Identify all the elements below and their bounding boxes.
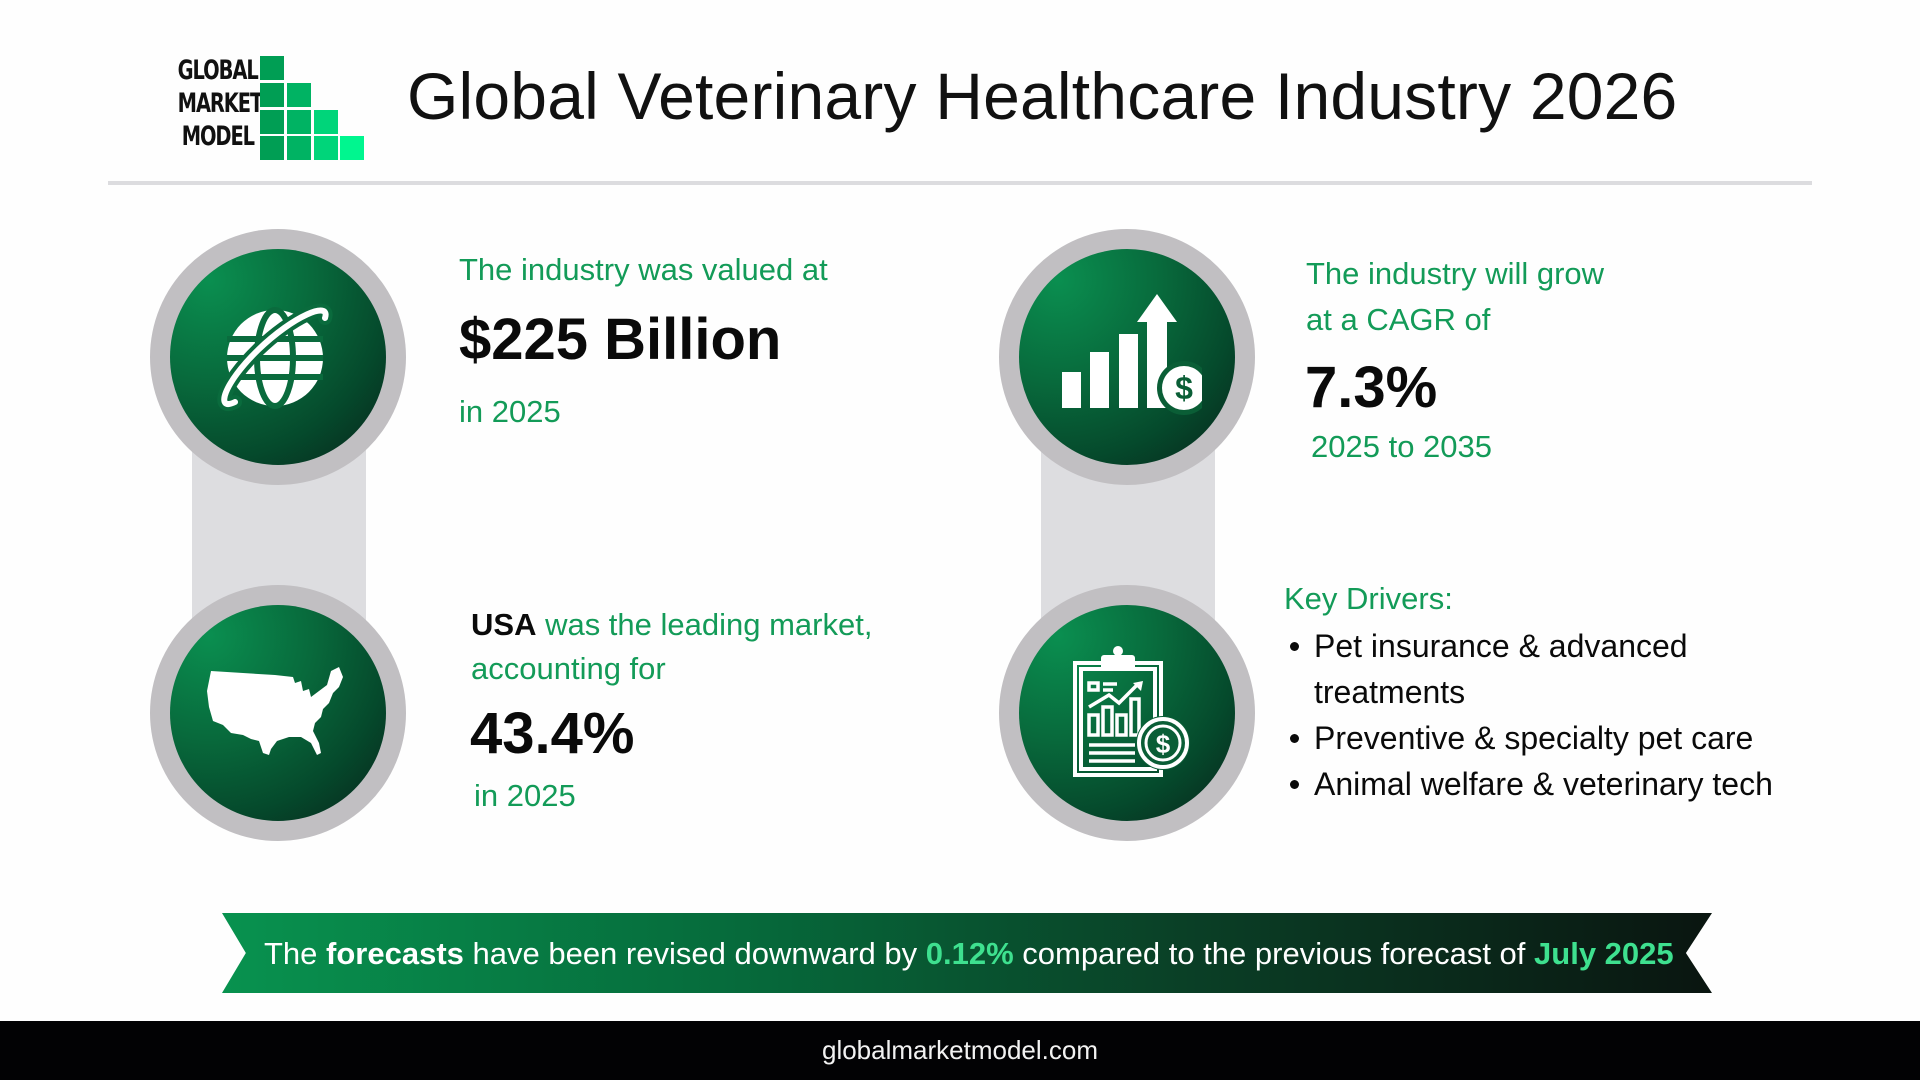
cagr-period: 2025 to 2035 <box>1311 429 1493 464</box>
logo-square <box>314 110 338 134</box>
banner-text-part: compared to the previous forecast of <box>1013 936 1535 971</box>
logo-square <box>260 110 284 134</box>
svg-text:$: $ <box>1156 729 1171 759</box>
banner-text-part: have been revised downward by <box>463 936 926 971</box>
banner-bold-forecasts: forecasts <box>326 936 464 971</box>
driver-text: Animal welfare & veterinary tech <box>1314 766 1773 802</box>
driver-item: Animal welfare & veterinary tech <box>1284 761 1814 807</box>
cagr-icon-ring: $ <box>999 229 1255 485</box>
drivers-icon-ring: $ <box>999 585 1255 841</box>
key-drivers: Key Drivers: Pet insurance & advanced tr… <box>1284 577 1814 807</box>
leading-market-icon-disc <box>170 605 386 821</box>
globe-icon <box>217 303 333 411</box>
header-divider <box>108 181 1812 185</box>
footer: globalmarketmodel.com <box>0 1021 1920 1080</box>
bullet-icon <box>1290 642 1299 651</box>
logo-line-global: GLOBAL <box>177 55 259 86</box>
cagr-intro-line2: at a CAGR of <box>1306 302 1491 337</box>
valuation-period: in 2025 <box>459 394 561 429</box>
logo-square <box>287 83 311 107</box>
logo-square <box>260 136 284 160</box>
forecast-revision-text: The forecasts have been revised downward… <box>264 936 1674 972</box>
clipboard-report-dollar-icon: $ <box>1073 646 1190 777</box>
driver-text-cont: treatments <box>1314 674 1466 710</box>
logo-wordmark: GLOBAL MARKET MODEL <box>177 54 264 153</box>
cagr-icon-disc: $ <box>1019 249 1235 465</box>
logo-square <box>287 136 311 160</box>
page-title: Global Veterinary Healthcare Industry 20… <box>407 59 1678 133</box>
driver-item: Preventive & specialty pet care <box>1284 715 1814 761</box>
bullet-icon <box>1290 734 1299 743</box>
leading-market-period: in 2025 <box>474 778 576 813</box>
key-drivers-heading: Key Drivers: <box>1284 581 1453 616</box>
banner-previous-forecast-date: July 2025 <box>1534 936 1674 971</box>
usa-map-icon <box>207 667 343 755</box>
logo-square <box>260 83 284 107</box>
valuation-intro: The industry was valued at <box>459 252 828 287</box>
valuation-value: $225 Billion <box>459 307 782 372</box>
banner-revision-percent: 0.12% <box>925 936 1014 971</box>
leading-market-value: 43.4% <box>470 701 635 766</box>
drivers-icon-disc: $ <box>1019 605 1235 821</box>
forecast-revision-banner <box>222 913 1712 993</box>
leading-market-country: USA <box>471 607 537 642</box>
logo-line-model: MODEL <box>181 121 255 152</box>
cagr-intro-line1: The industry will grow <box>1306 256 1605 291</box>
logo-line-market: MARKET <box>177 88 264 119</box>
growth-chart-dollar-icon: $ <box>1062 294 1202 415</box>
key-drivers-list: Pet insurance & advanced treatments Prev… <box>1284 623 1814 807</box>
logo-square <box>287 110 311 134</box>
logo-square <box>340 136 364 160</box>
driver-item: Pet insurance & advanced treatments <box>1284 623 1814 715</box>
svg-text:$: $ <box>1175 370 1193 406</box>
valuation-icon-disc <box>170 249 386 465</box>
valuation-icon-ring <box>150 229 406 485</box>
logo-square <box>314 136 338 160</box>
cagr-value: 7.3% <box>1305 355 1438 420</box>
driver-text: Pet insurance & advanced <box>1314 628 1688 664</box>
leading-market-intro-line2: accounting for <box>471 651 666 686</box>
leading-market-icon-ring <box>150 585 406 841</box>
leading-market-intro-line1: USA was the leading market, <box>471 607 872 643</box>
leading-market-intro-rest: was the leading market, <box>536 607 873 642</box>
bullet-icon <box>1290 780 1299 789</box>
banner-text-part: The <box>264 936 327 971</box>
footer-website-link[interactable]: globalmarketmodel.com <box>821 1035 1098 1065</box>
logo-square <box>260 56 284 80</box>
driver-text: Preventive & specialty pet care <box>1314 720 1754 756</box>
